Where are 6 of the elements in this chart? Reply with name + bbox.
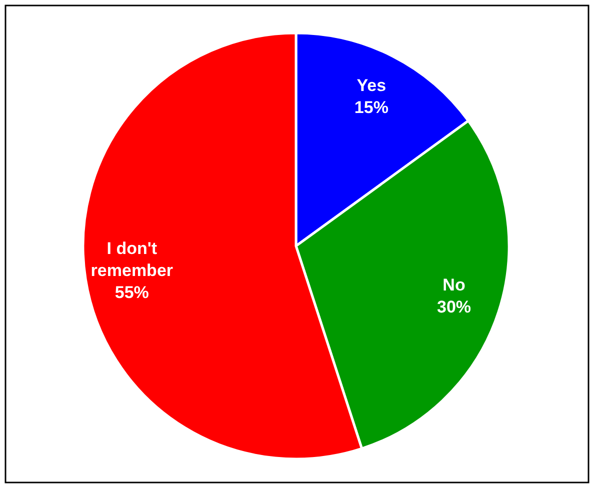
- data-label: 15%: [354, 98, 388, 118]
- slice-label: No: [442, 276, 466, 295]
- data-label: 55%: [114, 283, 149, 302]
- data-label: 30%: [436, 298, 472, 317]
- slice-label: Yes: [356, 76, 386, 96]
- slice-label: I don't remember: [90, 239, 174, 280]
